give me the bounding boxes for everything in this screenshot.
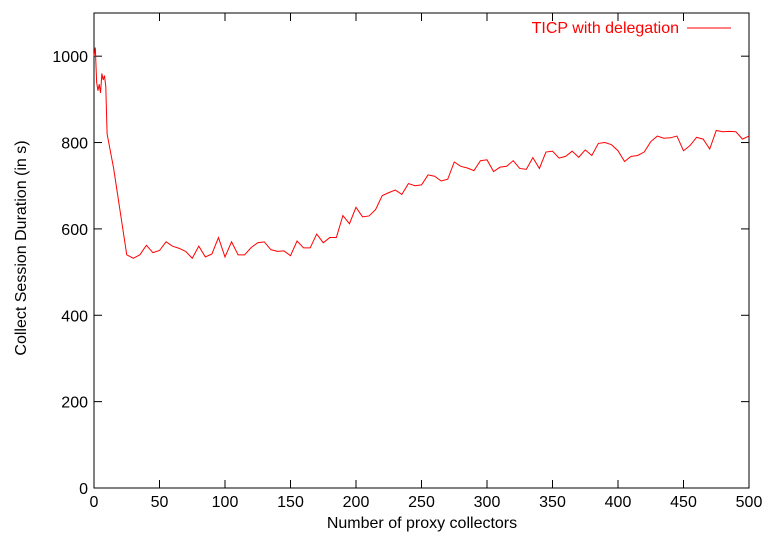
x-tick-label: 450 <box>670 494 697 511</box>
x-axis-label: Number of proxy collectors <box>327 515 517 532</box>
y-tick-label: 0 <box>79 481 88 498</box>
x-tick-label: 300 <box>474 494 501 511</box>
series-layer <box>93 47 750 260</box>
y-tick-label: 400 <box>61 308 88 325</box>
x-tick-label: 400 <box>605 494 632 511</box>
x-tick-label: 250 <box>408 494 435 511</box>
axes <box>93 12 750 489</box>
x-tick-label: 100 <box>212 494 239 511</box>
x-tick-label: 200 <box>343 494 370 511</box>
x-tick-label: 50 <box>151 494 169 511</box>
y-tick-label: 800 <box>61 136 88 153</box>
y-tick-label: 1000 <box>52 49 88 66</box>
x-tick-label: 150 <box>277 494 304 511</box>
y-tick-label: 600 <box>61 222 88 239</box>
x-tick-label: 500 <box>736 494 763 511</box>
x-tick-label: 0 <box>90 494 99 511</box>
series-line <box>93 47 750 260</box>
x-tick-label: 350 <box>539 494 566 511</box>
plot-frame <box>93 12 750 489</box>
x-axis-ticks: 0 50 100 150 200 250 300 350 400 450 500 <box>90 13 763 511</box>
y-tick-label: 200 <box>61 395 88 412</box>
y-axis-label: Collect Session Duration (in s) <box>13 140 30 355</box>
legend-label: TICP with delegation <box>532 20 679 37</box>
y-axis-ticks: 0 200 400 600 800 1000 <box>52 49 749 498</box>
